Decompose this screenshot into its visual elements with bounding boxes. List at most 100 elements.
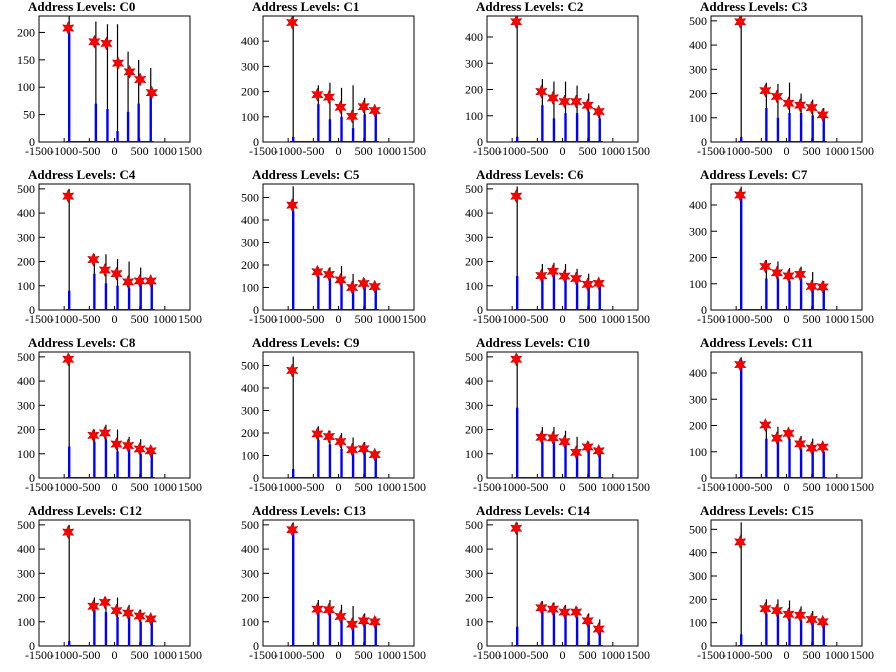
x-tick-label: 500 [803, 480, 821, 494]
x-tick-label: -1000 [274, 480, 302, 494]
x-tick-label: -1500 [25, 144, 53, 158]
x-tick-label: 0 [112, 312, 118, 326]
peak-marker-icon [546, 430, 560, 445]
y-tick-label: 300 [241, 566, 259, 580]
y-tick-label: 300 [17, 398, 35, 412]
peak-marker-icon [286, 15, 299, 30]
histogram-bin-fill [317, 104, 320, 142]
panel-title: Address Levels: C1 [252, 0, 359, 14]
histogram-bin-fill [575, 453, 579, 478]
histogram-bin-fill [740, 194, 743, 310]
histogram-bin-fill [740, 359, 743, 478]
peak-marker-icon [734, 187, 747, 203]
x-tick-label: -1000 [722, 144, 750, 158]
x-tick-label: -500 [78, 312, 100, 326]
panel-c1: Address Levels: C1 0 100 200 300 400 -1500 -100… [224, 0, 448, 164]
peak-marker-icon [62, 352, 75, 367]
histogram-bin-fill [292, 469, 295, 478]
peak-marker-icon [759, 83, 772, 98]
histogram-bin-fill [127, 288, 131, 310]
y-tick-label: 200 [17, 423, 35, 437]
y-tick-label: 0 [253, 639, 259, 653]
histogram-bin-fill [351, 453, 355, 478]
peak-marker-icon [110, 436, 123, 452]
panel-c3: Address Levels: C3 0 100 200 300 400 500 -1500-… [672, 0, 896, 164]
x-tick-label: 1500 [402, 312, 426, 326]
histogram-bin-fill [598, 283, 601, 310]
histogram-bin-fill [150, 283, 153, 310]
panel-c8: Address Levels: C8 0 100 200 300 400 500 -1500-… [0, 332, 224, 500]
histogram-bin-fill [788, 112, 791, 142]
y-tick-label: 200 [465, 83, 483, 97]
panel-c6: Address Levels: C6 0 100 200 300 400 500 -1500-… [448, 164, 672, 332]
x-tick-label: 500 [803, 312, 821, 326]
plot-c8: Address Levels: C80100200300400500-1500-… [17, 335, 202, 494]
peak-marker-icon [357, 99, 370, 114]
y-tick-label: 300 [689, 569, 707, 583]
peak-marker-icon [334, 272, 347, 287]
panel-title: Address Levels: C4 [28, 167, 136, 182]
y-tick-label: 0 [253, 471, 259, 485]
x-tick-label: 0 [560, 312, 566, 326]
histogram-bin-fill [340, 283, 343, 310]
plot-c12: Address Levels: C12 0 100 200 300 400 500 -1500… [17, 503, 202, 662]
x-tick-label: 1000 [377, 648, 401, 662]
histogram-bin-fill [94, 103, 98, 142]
y-tick-label: 500 [465, 518, 483, 532]
histogram-bin-fill [552, 609, 556, 646]
panel-c12: Address Levels: C12 0 100 200 300 400 500 -1500… [0, 500, 224, 668]
histogram-bin-fill [541, 609, 544, 646]
plot-frame [38, 519, 191, 647]
histogram-bin-fill [68, 446, 71, 478]
histogram-bin-fill [317, 612, 320, 646]
x-tick-label: -1000 [50, 648, 78, 662]
x-tick-label: -1000 [274, 648, 302, 662]
peak-marker-icon [535, 600, 548, 615]
peak-marker-icon [368, 447, 381, 462]
plot-c3: Address Levels: C30100200300400500-1500-… [689, 0, 874, 158]
x-tick-label: -500 [302, 480, 324, 494]
histogram-bin-fill [564, 113, 567, 142]
peak-marker-icon [805, 440, 818, 456]
plot-c14: Address Levels: C14 0 100 200 300 400 500 -1500… [465, 503, 650, 662]
x-tick-label: 500 [355, 480, 373, 494]
histogram-bin-fill [811, 289, 814, 310]
peak-marker-icon [581, 613, 594, 628]
peak-marker-icon [144, 273, 157, 289]
y-tick-label: 400 [241, 542, 259, 556]
histogram-bin-fill [351, 621, 355, 646]
plot-c13: Address Levels: C13 0 100 200 300 400 500 -1500… [241, 503, 426, 662]
peak-marker-icon [368, 103, 381, 118]
peak-marker-icon [734, 14, 747, 29]
y-tick-label: 100 [241, 281, 259, 295]
panel-title: Address Levels: C10 [476, 335, 590, 350]
plot-c4: Address Levels: C40100200300400500-1500-… [17, 167, 202, 326]
y-tick-label: 200 [241, 426, 259, 440]
x-tick-label: 0 [784, 480, 790, 494]
x-tick-label: -500 [526, 312, 548, 326]
x-tick-label: 0 [112, 648, 118, 662]
x-tick-label: 1500 [626, 312, 650, 326]
x-tick-label: 1500 [850, 312, 874, 326]
x-tick-label: 1000 [377, 144, 401, 158]
x-tick-label: -1000 [498, 648, 526, 662]
x-tick-label: -1500 [697, 144, 725, 158]
peak-marker-icon [782, 96, 795, 111]
panel-c9: Address Levels: C9 0 100 200 300 400 500 -1500-… [224, 332, 448, 500]
peak-marker-icon [581, 277, 594, 292]
plot-frame [38, 15, 191, 143]
peak-marker-icon [558, 434, 571, 449]
y-tick-label: 0 [29, 471, 35, 485]
plot-c1: Address Levels: C1 0 100 200 300 400 -1500-100… [241, 0, 426, 158]
peak-marker-icon [111, 55, 125, 71]
histogram-bin-fill [340, 116, 343, 142]
peak-marker-icon [770, 430, 784, 446]
x-tick-label: -500 [526, 144, 548, 158]
y-tick-label: 400 [17, 542, 35, 556]
peak-marker-icon [805, 100, 818, 115]
peak-marker-icon [569, 94, 583, 109]
x-tick-label: 1000 [377, 480, 401, 494]
y-tick-label: 200 [689, 87, 707, 101]
x-tick-label: -1500 [25, 312, 53, 326]
